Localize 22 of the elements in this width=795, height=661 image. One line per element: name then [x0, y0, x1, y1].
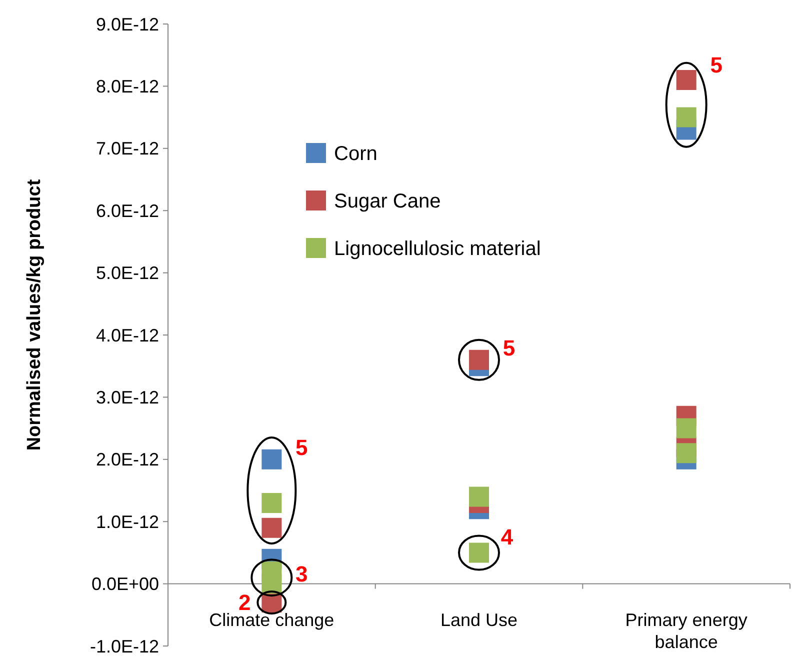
y-tick-label: 5.0E-12 — [96, 263, 159, 284]
annotation: 3 — [296, 561, 308, 586]
y-tick-label: 0.0E+00 — [91, 574, 159, 594]
annotation: 4 — [500, 524, 514, 550]
legend-label: Lignocellulosic material — [334, 238, 541, 260]
y-tick-label: 4.0E-12 — [96, 325, 159, 346]
y-tick-label: 7.0E-12 — [96, 138, 159, 159]
y-tick-label: 1.0E-12 — [96, 512, 159, 532]
y-axis-title: Normalised values/kg product — [24, 178, 45, 451]
y-tick-label: 3.0E-12 — [96, 388, 159, 408]
y-tick-label: 6.0E-12 — [96, 200, 159, 221]
y-tick-label: -1.0E-12 — [90, 636, 159, 656]
x-tick-label: Land Use — [440, 610, 518, 630]
x-tick-label: Primary energy balance — [625, 610, 748, 652]
y-tick-label: 2.0E-12 — [96, 450, 159, 470]
y-tick-label: 8.0E-12 — [96, 76, 159, 96]
y-tick-label: 9.0E-12 — [96, 14, 159, 34]
annotation: 5 — [710, 52, 722, 78]
annotation: 5 — [502, 336, 516, 361]
legend-label: Sugar Cane — [334, 190, 441, 212]
legend-label: Corn — [334, 143, 378, 165]
annotation: 5 — [296, 435, 308, 460]
